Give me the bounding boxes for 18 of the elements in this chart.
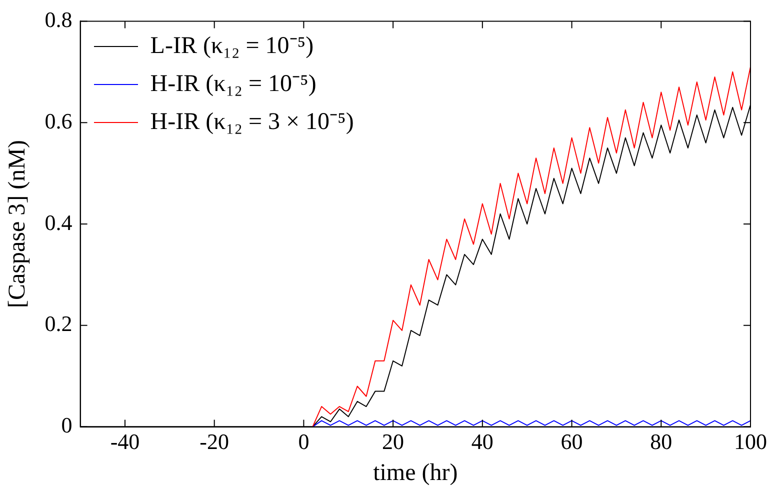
y-tick-label: 0.6 — [44, 108, 72, 134]
x-tick-label: -20 — [200, 428, 230, 454]
x-tick-label: 100 — [734, 428, 767, 454]
x-tick-label: 80 — [650, 428, 672, 454]
legend-label: L-IR (κ₁₂ = 10⁻⁵) — [150, 32, 314, 62]
x-axis-title: time (hr) — [373, 460, 458, 486]
x-tick-label: 40 — [471, 428, 494, 454]
x-tick-label: -40 — [110, 428, 140, 454]
legend-label: H-IR (κ₁₂ = 3 × 10⁻⁵) — [150, 108, 354, 138]
legend-label: H-IR (κ₁₂ = 10⁻⁵) — [150, 70, 316, 100]
y-axis-title: [Caspase 3] (nM) — [4, 140, 31, 308]
y-tick-label: 0.8 — [44, 6, 72, 32]
y-tick-label: 0.2 — [44, 311, 72, 336]
y-tick-label: 0.4 — [44, 210, 72, 235]
y-tick-label: 0 — [61, 412, 72, 438]
x-tick-label: 60 — [560, 428, 583, 454]
x-tick-label: 0 — [298, 428, 310, 454]
x-tick-label: 20 — [382, 428, 404, 454]
